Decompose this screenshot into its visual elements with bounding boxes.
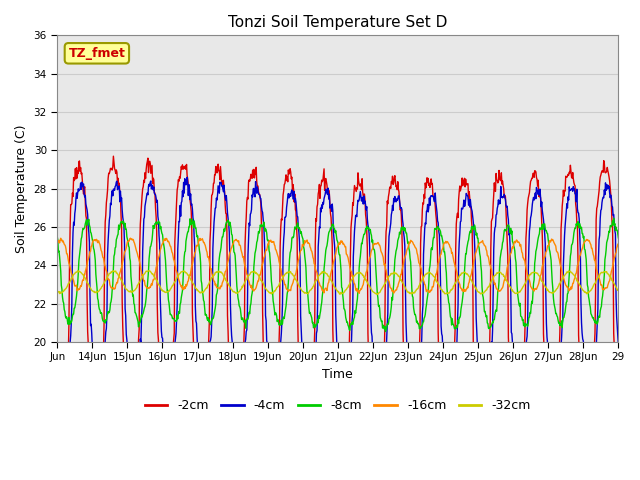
-32cm (385, 273, 393, 279)
-2cm (614, 382, 622, 387)
-16cm (127, 235, 134, 241)
Title: Tonzi Soil Temperature Set D: Tonzi Soil Temperature Set D (228, 15, 447, 30)
-32cm (374, 291, 381, 297)
-8cm (157, 228, 165, 234)
-32cm (588, 286, 595, 292)
-8cm (286, 250, 294, 255)
-4cm (157, 328, 165, 334)
-16cm (614, 241, 622, 247)
-16cm (385, 278, 393, 284)
-4cm (183, 174, 191, 180)
Line: -32cm: -32cm (57, 271, 618, 294)
-16cm (80, 272, 88, 277)
-4cm (80, 191, 88, 197)
-2cm (80, 186, 88, 192)
-8cm (610, 216, 618, 221)
-32cm (596, 271, 604, 276)
-32cm (287, 269, 294, 275)
-8cm (381, 329, 389, 335)
-2cm (372, 408, 380, 413)
-4cm (53, 340, 61, 346)
Line: -16cm: -16cm (57, 238, 618, 293)
-4cm (596, 215, 604, 221)
-2cm (158, 372, 166, 378)
Line: -4cm: -4cm (57, 177, 618, 388)
Line: -2cm: -2cm (57, 156, 618, 410)
-16cm (158, 242, 166, 248)
-2cm (596, 174, 604, 180)
Y-axis label: Soil Temperature (C): Soil Temperature (C) (15, 124, 28, 253)
-8cm (614, 235, 622, 241)
Legend: -2cm, -4cm, -8cm, -16cm, -32cm: -2cm, -4cm, -8cm, -16cm, -32cm (140, 394, 536, 417)
-4cm (614, 342, 622, 348)
-2cm (287, 169, 294, 175)
-4cm (385, 252, 392, 258)
-32cm (158, 287, 166, 292)
-32cm (81, 275, 88, 280)
-16cm (596, 279, 604, 285)
Line: -8cm: -8cm (57, 218, 618, 332)
Text: TZ_fmet: TZ_fmet (68, 47, 125, 60)
-4cm (410, 385, 418, 391)
-16cm (287, 288, 294, 293)
-4cm (588, 372, 595, 378)
-2cm (385, 191, 393, 196)
-2cm (588, 371, 595, 377)
-16cm (588, 245, 595, 251)
-4cm (287, 193, 294, 199)
-8cm (53, 234, 61, 240)
-8cm (587, 311, 595, 316)
-32cm (53, 288, 61, 294)
X-axis label: Time: Time (323, 368, 353, 381)
-2cm (53, 374, 61, 380)
-8cm (80, 226, 88, 231)
-8cm (385, 321, 392, 326)
-32cm (74, 268, 81, 274)
-8cm (596, 314, 604, 320)
-16cm (53, 240, 61, 245)
-2cm (109, 153, 117, 159)
-32cm (614, 288, 622, 293)
-16cm (355, 290, 363, 296)
